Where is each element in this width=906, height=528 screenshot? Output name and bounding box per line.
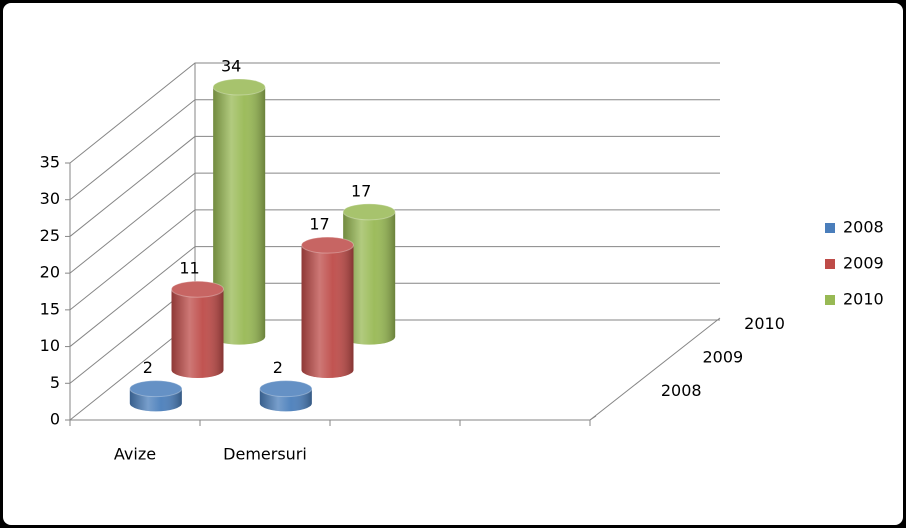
cylinder-top-shade — [259, 380, 312, 397]
cylinder-top — [301, 236, 354, 254]
y-tick-label: 35 — [40, 153, 60, 172]
y-tick-label: 15 — [40, 299, 60, 318]
cylinder — [129, 380, 183, 412]
depth-axis-label: 2010 — [744, 314, 785, 333]
cylinder-top-shade — [213, 79, 266, 96]
cylinder-shade — [171, 289, 224, 378]
y-tick-label: 25 — [40, 226, 60, 245]
depth-axis-label: 2009 — [703, 348, 744, 367]
data-label: 17 — [351, 181, 371, 200]
y-tick-label: 5 — [50, 373, 60, 392]
legend-label: 2008 — [843, 218, 884, 237]
legend-swatch — [825, 259, 835, 269]
depth-axis-label: 2008 — [661, 381, 702, 400]
data-label: 2 — [143, 358, 153, 377]
grid-line — [69, 99, 720, 201]
legend-swatch — [825, 295, 835, 305]
data-label: 17 — [309, 215, 329, 234]
grid-line — [69, 135, 720, 237]
cylinder-top — [171, 280, 224, 298]
x-tick-label: Avize — [114, 445, 156, 464]
cylinder — [259, 380, 313, 412]
legend-label: 2010 — [843, 290, 884, 309]
y-tick-label: 10 — [40, 336, 60, 355]
cylinder — [212, 78, 266, 345]
grid-line — [69, 62, 720, 164]
y-tick-label: 30 — [40, 189, 60, 208]
cylinder-top-shade — [171, 281, 224, 298]
cylinder — [301, 236, 354, 378]
legend-swatch — [825, 223, 835, 233]
cylinder-top-shade — [301, 237, 354, 254]
cylinder-top — [129, 380, 183, 398]
depth-tick — [589, 415, 597, 421]
data-label: 34 — [221, 57, 241, 76]
data-label: 11 — [179, 259, 199, 278]
y-tick-label: 20 — [40, 263, 60, 282]
cylinder-top-shade — [129, 380, 182, 397]
cylinder — [342, 203, 396, 345]
cylinder-shade — [213, 87, 266, 345]
cylinder-top — [212, 78, 266, 96]
cylinder-top-shade — [343, 203, 396, 220]
cylinder-shade — [343, 211, 396, 345]
cylinder-top — [259, 380, 313, 398]
cylinder — [171, 280, 224, 378]
legend-label: 2009 — [843, 254, 884, 273]
data-label: 2 — [273, 358, 283, 377]
x-tick-label: Demersuri — [223, 445, 307, 464]
grid-line — [69, 209, 720, 311]
grid-line — [69, 246, 720, 347]
y-tick-label: 0 — [50, 410, 60, 429]
grid-line — [69, 172, 720, 274]
cylinder-shade — [301, 245, 354, 378]
cylinder-top — [342, 203, 396, 221]
